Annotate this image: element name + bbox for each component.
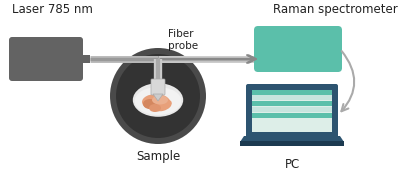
FancyBboxPatch shape: [246, 84, 338, 138]
Ellipse shape: [152, 95, 168, 105]
Polygon shape: [240, 136, 344, 142]
Bar: [252, 92, 332, 132]
Bar: [240, 141, 344, 146]
Bar: [252, 101, 332, 106]
Circle shape: [116, 54, 200, 138]
Ellipse shape: [133, 83, 183, 117]
Ellipse shape: [152, 99, 172, 111]
Text: Raman spectrometer: Raman spectrometer: [273, 3, 398, 16]
Text: PC: PC: [284, 158, 300, 171]
Bar: [252, 90, 332, 98]
Bar: [252, 95, 332, 100]
Text: Laser 785 nm: Laser 785 nm: [12, 3, 93, 16]
FancyBboxPatch shape: [254, 26, 342, 72]
FancyBboxPatch shape: [9, 37, 83, 81]
Bar: [252, 113, 332, 118]
Ellipse shape: [149, 104, 161, 112]
Text: Sample: Sample: [136, 150, 180, 163]
Bar: [80, 55, 90, 63]
FancyBboxPatch shape: [151, 79, 165, 95]
Ellipse shape: [135, 87, 182, 115]
Ellipse shape: [142, 94, 170, 110]
Ellipse shape: [143, 99, 157, 109]
Text: Fiber
probe: Fiber probe: [168, 29, 198, 51]
Bar: [252, 107, 332, 112]
Polygon shape: [153, 94, 163, 101]
Circle shape: [110, 48, 206, 144]
